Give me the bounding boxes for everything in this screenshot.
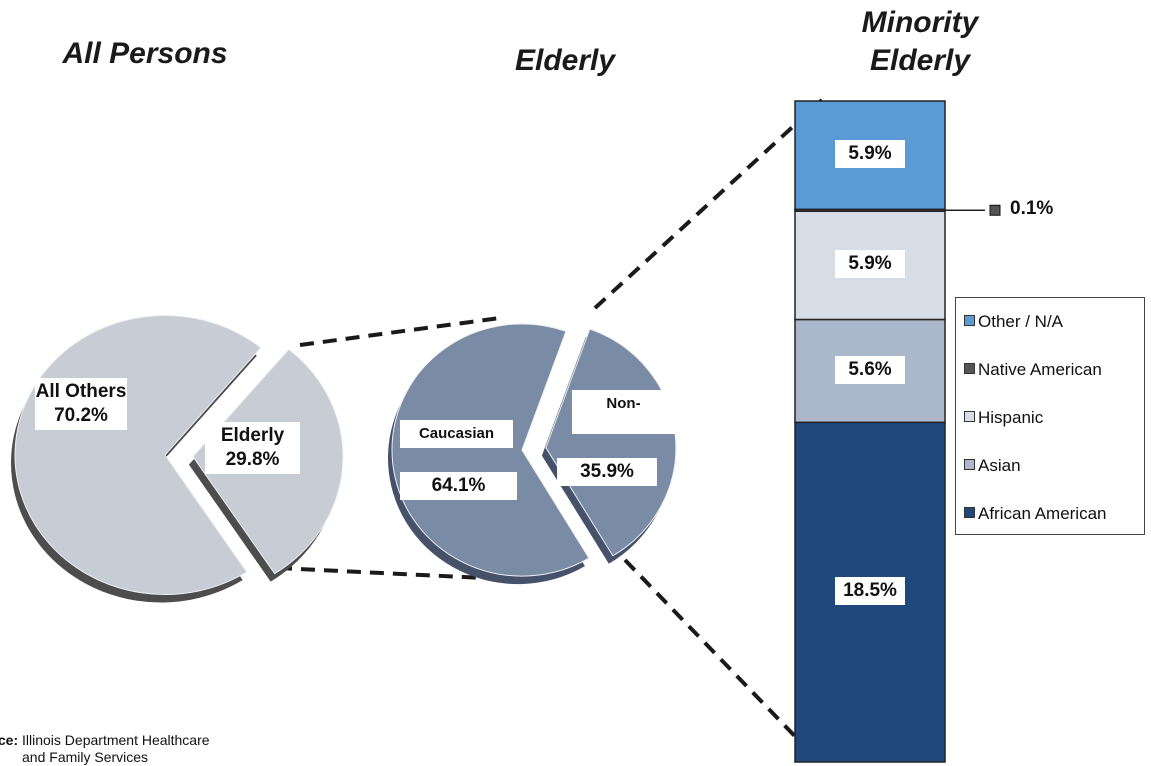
source-label: Source: [0,732,19,748]
legend-label: Other / N/A [978,312,1064,331]
slice-label-text: All Others [35,381,127,402]
pie-slice [545,328,677,557]
legend-label: Hispanic [978,408,1044,427]
legend-label: Asian [978,456,1021,475]
slice-label: Caucasian [400,420,513,448]
slice-label-text: Elderly [220,425,285,446]
slice-label: Non- [572,390,675,434]
legend-label: Native American [978,360,1102,379]
slice-label-text: 70.2% [54,405,108,426]
chart-title: Elderly [514,44,616,77]
segment-label: 18.5% [835,577,905,606]
legend-label: African American [978,504,1107,523]
marker [989,204,1001,216]
legend-item: Asian [964,456,1021,476]
slice-label: 35.9% [557,458,657,486]
segment-label-text: 5.9% [848,143,892,165]
source: Source: Illinois Department Healthcare a… [0,732,212,766]
slice-label-text: Non- [606,395,641,412]
slice-label-text: 35.9% [580,461,634,482]
chart-title: Minority Elderly [861,6,979,77]
segment-label: 5.9% [835,140,905,169]
segment-label: 5.9% [835,250,905,279]
legend-swatch [964,315,975,326]
segment-label-text: 5.9% [848,253,892,275]
legend-swatch [964,363,975,374]
slice-label: All Others 70.2% [35,378,127,430]
segment-label-text: 18.5% [843,580,897,602]
legend-item: African American [964,504,1107,524]
legend-item: Native American [964,360,1102,380]
legend-swatch [964,459,975,470]
connector [593,98,824,310]
legend-swatch [964,411,975,422]
slice-label: Elderly 29.8% [205,422,300,474]
outside-label: 0.1% [1010,198,1054,220]
source-text: Illinois Department Healthcare and Famil… [22,732,210,765]
chart-title: All Persons [62,37,228,70]
legend: Other / N/A Native American Hispanic Asian A… [955,297,1145,535]
pie-slice [391,323,590,577]
connector [299,316,501,347]
connector [623,558,817,759]
slice-label-text: Caucasian [418,425,495,442]
slice-label-text: 29.8% [225,449,280,470]
connector [277,566,526,582]
segment-label: 5.6% [835,355,905,384]
legend-item: Hispanic [964,408,1043,428]
slice-label-text: 64.1% [431,475,486,496]
legend-item: Other / N/A [964,312,1063,332]
legend-swatch [964,507,975,518]
slice-label: 64.1% [400,472,517,500]
segment-label-text: 5.6% [848,358,892,380]
